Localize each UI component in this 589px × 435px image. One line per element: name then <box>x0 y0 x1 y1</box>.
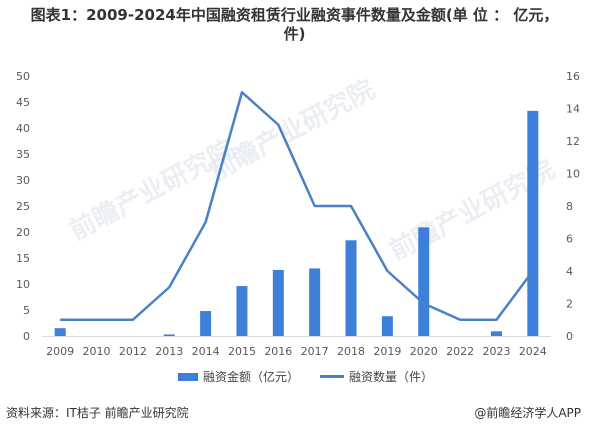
right-axis-tick-label: 16 <box>566 70 580 83</box>
bar <box>418 227 430 336</box>
bar <box>272 269 284 336</box>
chart-title: 图表1：2009-2024年中国融资租赁行业融资事件数量及金额(单 位 ： 亿元… <box>0 6 589 44</box>
legend-label-bar: 融资金额（亿元） <box>203 370 300 384</box>
right-axis-tick-label: 4 <box>566 265 573 278</box>
x-axis-tick-label: 2013 <box>155 345 183 358</box>
bar <box>200 311 212 336</box>
left-axis-tick-label: 10 <box>16 278 30 291</box>
left-axis-tick-label: 25 <box>16 200 30 213</box>
right-axis-tick-label: 6 <box>566 233 573 246</box>
x-axis-tick-label: 2014 <box>192 345 220 358</box>
left-axis-tick-label: 50 <box>16 70 30 83</box>
bar <box>163 334 175 336</box>
right-axis-tick-label: 0 <box>566 330 573 343</box>
right-axis-tick-label: 2 <box>566 298 573 311</box>
x-axis-tick-label: 2018 <box>337 345 365 358</box>
x-axis-tick-label: 2023 <box>482 345 510 358</box>
x-axis-tick-label: 2022 <box>446 345 474 358</box>
chart-title-line1: 图表1：2009-2024年中国融资租赁行业融资事件数量及金额(单 位 ： 亿元… <box>30 6 559 24</box>
legend-item-line: 融资数量（件） <box>320 368 433 385</box>
right-axis-tick-label: 8 <box>566 200 573 213</box>
legend-label-line: 融资数量（件） <box>349 370 434 384</box>
left-axis-tick-label: 40 <box>16 122 30 135</box>
x-axis-tick-label: 2024 <box>519 345 547 358</box>
x-axis-tick-label: 2020 <box>410 345 438 358</box>
x-axis-tick-label: 2017 <box>301 345 329 358</box>
left-axis-tick-label: 15 <box>16 252 30 265</box>
bar <box>236 286 248 336</box>
legend-swatch-bar <box>178 372 198 381</box>
left-axis-tick-label: 0 <box>23 330 30 343</box>
bar <box>527 110 539 336</box>
left-axis-tick-label: 30 <box>16 174 30 187</box>
x-axis-tick-label: 2016 <box>264 345 292 358</box>
x-axis-tick-label: 2015 <box>228 345 256 358</box>
right-axis-tick-label: 14 <box>566 103 580 116</box>
right-axis-tick-label: 12 <box>566 135 580 148</box>
bar <box>381 316 393 336</box>
source-note: 资料来源：IT桔子 前瞻产业研究院 <box>6 406 189 420</box>
right-axis-tick-label: 10 <box>566 168 580 181</box>
count-line <box>60 91 534 321</box>
legend-item-bar: 融资金额（亿元） <box>178 368 299 385</box>
bar <box>54 328 66 336</box>
bar <box>309 268 321 336</box>
left-axis-tick-label: 20 <box>16 226 30 239</box>
x-axis-tick-label: 2019 <box>373 345 401 358</box>
bar <box>345 240 357 336</box>
legend-swatch-line <box>320 375 344 378</box>
chart-title-line2: 件) <box>283 25 306 43</box>
x-axis-tick-label: 2009 <box>46 345 74 358</box>
x-axis-tick-label: 2012 <box>119 345 147 358</box>
left-axis-tick-label: 45 <box>16 96 30 109</box>
x-axis-tick-label: 2010 <box>83 345 111 358</box>
brand-note: @前瞻经济学人APP <box>474 406 581 420</box>
bar <box>490 331 502 336</box>
left-axis-tick-label: 5 <box>23 304 30 317</box>
left-axis-tick-label: 35 <box>16 148 30 161</box>
